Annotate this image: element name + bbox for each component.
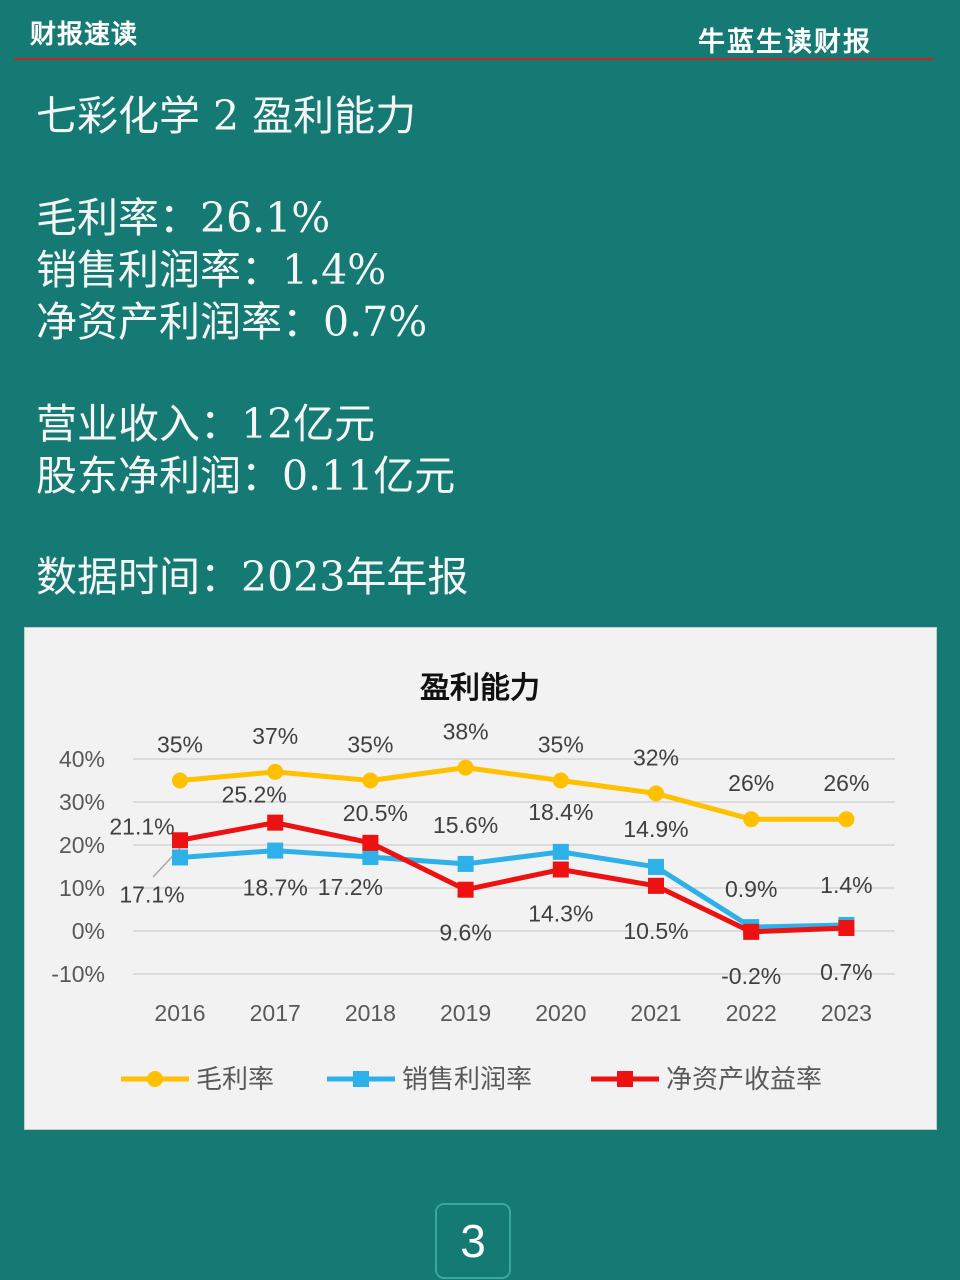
data-label: 0.9% bbox=[725, 876, 777, 902]
data-time-line: 数据时间：2023年年报 bbox=[36, 553, 469, 601]
header-divider bbox=[14, 58, 934, 60]
x-tick-label: 2019 bbox=[440, 1000, 491, 1026]
data-point bbox=[457, 759, 474, 776]
data-label: 18.4% bbox=[528, 799, 593, 825]
chart-title: 盈利能力 bbox=[420, 671, 540, 706]
header-right-brand: 牛蓝生读财报 bbox=[698, 27, 872, 58]
data-label: 18.7% bbox=[243, 875, 308, 901]
gross-margin-line: 毛利率：26.1% bbox=[36, 194, 331, 242]
data-label: 9.6% bbox=[439, 920, 491, 946]
x-tick-label: 2021 bbox=[630, 1000, 681, 1026]
page-number: 3 bbox=[435, 1203, 511, 1279]
data-point bbox=[172, 832, 188, 849]
data-label: 17.2% bbox=[318, 874, 383, 900]
data-label: 26% bbox=[823, 770, 869, 796]
data-point bbox=[362, 834, 379, 851]
page-title: 七彩化学 2 盈利能力 bbox=[36, 92, 417, 140]
data-label: 35% bbox=[538, 732, 584, 758]
data-label: 32% bbox=[633, 744, 679, 770]
x-tick-label: 2016 bbox=[154, 1000, 205, 1026]
data-point bbox=[267, 842, 284, 859]
data-point bbox=[267, 814, 284, 831]
data-label: 15.6% bbox=[433, 812, 498, 838]
y-tick-label: 10% bbox=[59, 875, 105, 901]
series-line bbox=[179, 848, 847, 930]
data-label: 37% bbox=[252, 723, 298, 749]
data-point bbox=[648, 858, 664, 875]
data-label: 14.3% bbox=[528, 901, 593, 927]
revenue-line: 营业收入：12亿元 bbox=[36, 400, 376, 448]
legend-marker bbox=[353, 1071, 369, 1087]
x-tick-label: 2018 bbox=[345, 1000, 396, 1026]
data-label: 10.5% bbox=[623, 918, 688, 944]
data-label: 1.4% bbox=[820, 872, 872, 898]
legend-marker bbox=[147, 1071, 163, 1087]
net-profit-line: 股东净利润：0.11亿元 bbox=[36, 452, 456, 500]
y-tick-label: 30% bbox=[59, 789, 105, 815]
x-tick-label: 2023 bbox=[821, 1000, 872, 1026]
legend-label: 销售利润率 bbox=[402, 1064, 532, 1094]
data-point bbox=[648, 785, 664, 802]
data-point bbox=[457, 881, 474, 898]
y-tick-label: 0% bbox=[72, 918, 105, 944]
data-point bbox=[172, 849, 188, 866]
roe-line: 净资产利润率：0.7% bbox=[36, 298, 428, 346]
legend-label: 毛利率 bbox=[196, 1064, 274, 1094]
data-point bbox=[648, 877, 664, 894]
data-label: 17.1% bbox=[119, 881, 184, 907]
data-label: 20.5% bbox=[343, 800, 408, 826]
data-label: 35% bbox=[157, 732, 203, 758]
data-label: 26% bbox=[728, 770, 774, 796]
data-point bbox=[267, 763, 284, 780]
x-tick-label: 2017 bbox=[250, 1000, 301, 1026]
series-line bbox=[179, 820, 847, 935]
data-point bbox=[362, 849, 379, 866]
net-margin-line: 销售利润率：1.4% bbox=[36, 246, 387, 294]
y-tick-label: 40% bbox=[59, 746, 105, 772]
data-point bbox=[172, 772, 188, 789]
y-tick-label: 20% bbox=[59, 832, 105, 858]
x-tick-label: 2022 bbox=[726, 1000, 777, 1026]
data-label: 38% bbox=[443, 719, 489, 745]
chart-canvas: 盈利能力 40% 30% 20% 10% 0% -10% 2016 2017 2018 2019 20… bbox=[51, 671, 895, 1094]
y-tick-label: -10% bbox=[51, 961, 105, 987]
data-point bbox=[362, 772, 379, 789]
data-point bbox=[552, 772, 569, 789]
data-label: -0.2% bbox=[721, 963, 781, 989]
data-point bbox=[552, 843, 569, 860]
legend-label: 净资产收益率 bbox=[666, 1064, 822, 1094]
header-left-title: 财报速读 bbox=[30, 20, 139, 50]
data-point bbox=[552, 861, 569, 878]
profitability-chart: 盈利能力 40% 30% 20% 10% 0% -10% 2016 2017 2018 2019 20… bbox=[24, 627, 937, 1130]
data-label: 14.9% bbox=[623, 816, 688, 842]
data-point bbox=[838, 811, 855, 828]
data-label: 25.2% bbox=[222, 782, 287, 808]
data-point bbox=[457, 855, 474, 872]
series-line bbox=[179, 765, 847, 822]
data-point bbox=[743, 923, 760, 940]
data-label: 0.7% bbox=[820, 959, 872, 985]
legend-marker bbox=[617, 1071, 633, 1087]
data-point bbox=[838, 919, 855, 936]
data-point bbox=[743, 811, 760, 828]
data-label: 21.1% bbox=[109, 813, 174, 839]
data-label: 35% bbox=[347, 732, 393, 758]
x-tick-label: 2020 bbox=[535, 1000, 586, 1026]
